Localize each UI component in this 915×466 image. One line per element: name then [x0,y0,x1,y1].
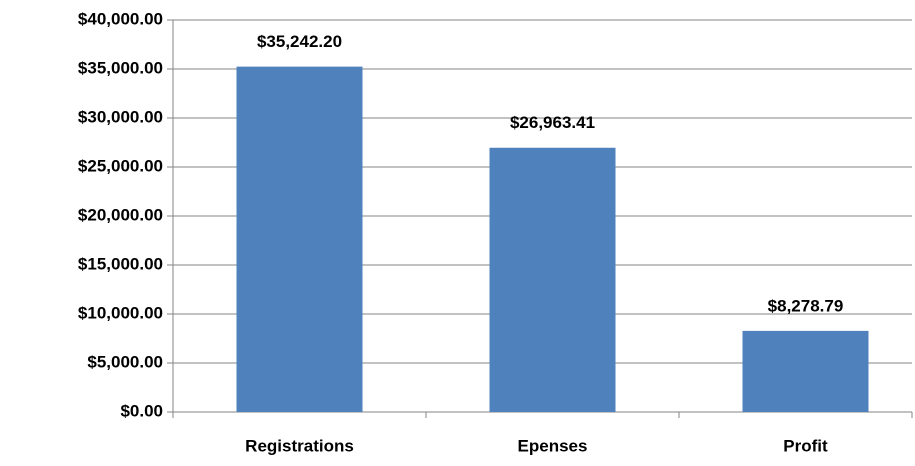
y-tick-label: $15,000.00 [78,254,163,273]
data-label: $8,278.79 [768,296,844,315]
y-tick-label: $40,000.00 [78,9,163,28]
y-tick-label: $30,000.00 [78,107,163,126]
x-tick-label: Epenses [518,436,588,455]
y-tick-label: $10,000.00 [78,303,163,322]
data-label: $26,963.41 [510,113,595,132]
data-label: $35,242.20 [257,32,342,51]
bar [742,330,869,412]
y-tick-label: $0.00 [120,401,163,420]
bar [236,66,363,413]
y-tick-label: $5,000.00 [87,352,163,371]
y-tick-label: $25,000.00 [78,156,163,175]
x-tick-label: Registrations [245,436,354,455]
bar [489,147,616,412]
x-tick-label: Profit [783,436,828,455]
y-tick-label: $35,000.00 [78,58,163,77]
y-tick-label: $20,000.00 [78,205,163,224]
